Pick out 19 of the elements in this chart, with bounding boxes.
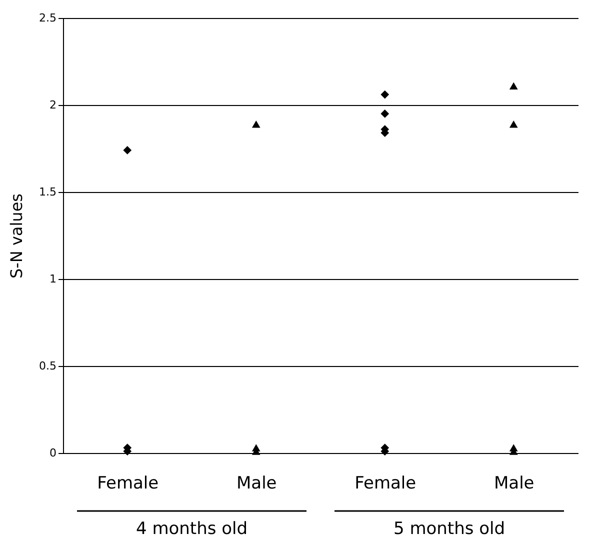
point bbox=[123, 146, 132, 154]
text: 4 months old bbox=[136, 519, 248, 539]
point bbox=[252, 120, 260, 128]
y-axis-title: S-N values bbox=[7, 193, 26, 279]
x-tick-label: Male bbox=[236, 474, 277, 494]
text: 5 months old bbox=[393, 519, 506, 539]
x-tick-label: Female bbox=[354, 474, 416, 494]
y-tick-label: 1 bbox=[50, 272, 56, 286]
point bbox=[380, 110, 390, 118]
y-tick-label: 1.5 bbox=[39, 186, 56, 198]
point bbox=[380, 90, 390, 99]
point bbox=[509, 120, 518, 128]
y-tick-label: 2.5 bbox=[39, 12, 56, 24]
point bbox=[509, 82, 518, 90]
y-tick-label: 0 bbox=[50, 446, 56, 460]
x-tick-label: Male bbox=[494, 474, 534, 494]
y-tick-label: 0.5 bbox=[39, 360, 56, 372]
x-tick-label: Female bbox=[97, 474, 159, 494]
y-tick-label: 2 bbox=[50, 98, 56, 112]
